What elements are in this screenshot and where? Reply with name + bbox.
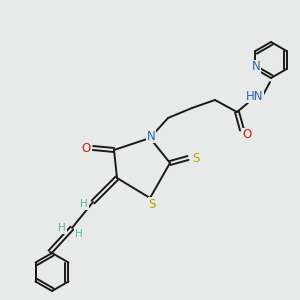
Text: H: H: [58, 223, 66, 233]
Text: S: S: [148, 197, 156, 211]
Text: N: N: [252, 61, 261, 74]
Text: O: O: [242, 128, 252, 142]
Text: N: N: [147, 130, 155, 142]
Text: H: H: [80, 199, 88, 209]
Text: H: H: [75, 229, 83, 239]
Text: HN: HN: [246, 89, 264, 103]
Text: O: O: [81, 142, 91, 154]
Text: S: S: [192, 152, 200, 166]
